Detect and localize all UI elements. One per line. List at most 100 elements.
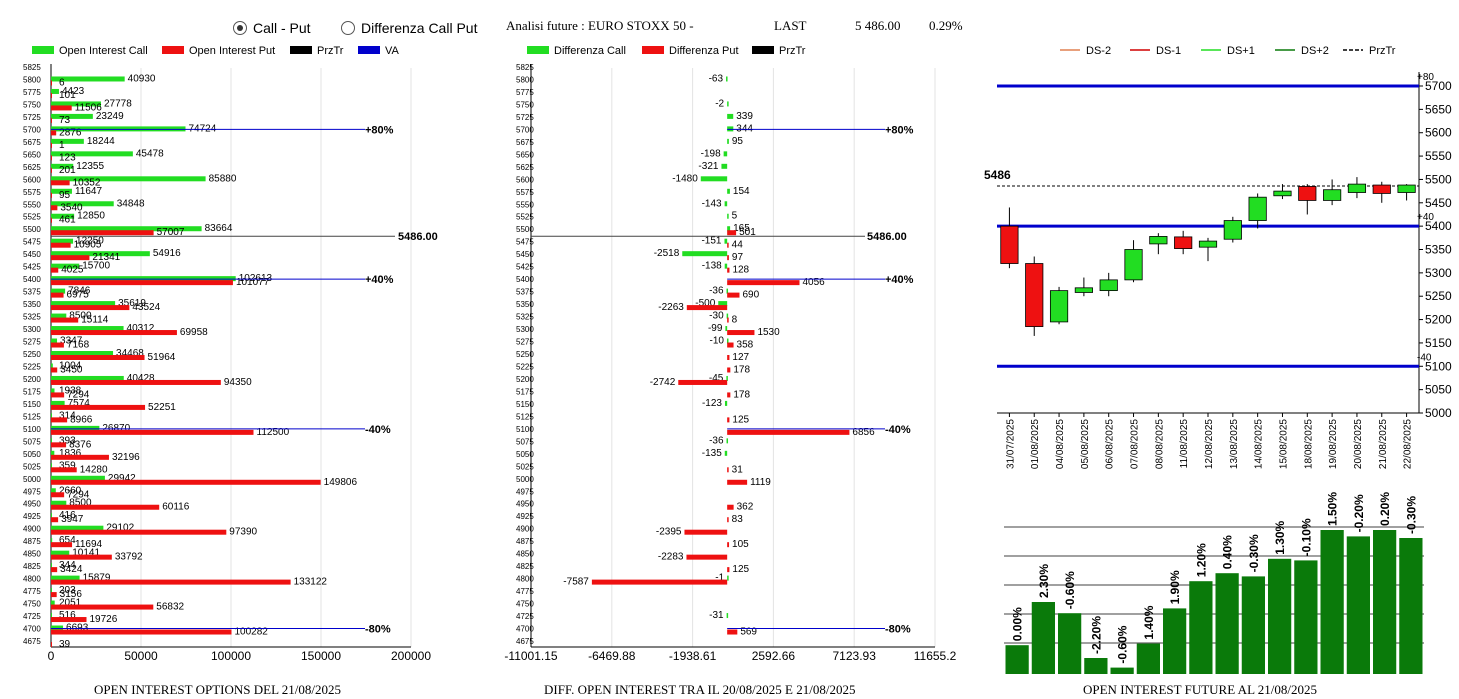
put-bar <box>51 142 52 148</box>
x-tick-label: -6469.88 <box>588 649 636 663</box>
legend-label: Differenza Put <box>669 45 739 57</box>
call-bar <box>51 488 56 494</box>
y-tick-label: 5050 <box>1425 383 1452 397</box>
bar-value-label: 133122 <box>294 577 328 588</box>
strike-label: 4800 <box>23 575 41 584</box>
put-bar <box>51 155 52 161</box>
diff-put-bar <box>727 230 737 236</box>
diff-put-bar <box>727 417 730 423</box>
radio-call-put-indicator[interactable] <box>233 21 247 35</box>
put-bar <box>51 167 52 173</box>
bar-value-label: -1 <box>715 573 724 584</box>
strike-label: 4775 <box>23 587 41 596</box>
band-label: +80% <box>365 124 394 136</box>
strike-label: 4925 <box>23 512 41 521</box>
call-bar <box>51 513 52 519</box>
strike-label: 5450 <box>23 250 41 259</box>
candle-up <box>1397 184 1416 193</box>
change-bar <box>1373 530 1397 674</box>
bar-value-label: 57007 <box>157 227 185 238</box>
diff-put-bar <box>678 379 728 385</box>
band-label: +80% <box>885 124 914 136</box>
radio-call-put-label: Call - Put <box>253 20 311 36</box>
legend-label: PrzTr <box>1369 45 1396 57</box>
strike-label: 4850 <box>23 550 41 559</box>
strike-label: 5175 <box>23 387 41 396</box>
bar-value-label: 8 <box>732 315 738 326</box>
strike-label: 5750 <box>23 100 41 109</box>
bar-value-label: 1 <box>59 140 65 151</box>
strike-label: 4700 <box>23 625 41 634</box>
strike-label: 4700 <box>516 625 534 634</box>
put-bar <box>51 629 232 635</box>
diff-put-bar <box>727 255 729 261</box>
call-bar <box>51 363 53 369</box>
bar-value-label: 4025 <box>61 265 84 276</box>
put-bar <box>51 242 71 248</box>
date-label: 01/08/2025 <box>1030 419 1041 469</box>
diff-call-bar <box>727 126 734 132</box>
header-last-label: LAST <box>774 18 807 33</box>
header-title: Analisi future : EURO STOXX 50 - <box>506 18 694 33</box>
radio-differenza-indicator[interactable] <box>341 21 355 35</box>
strike-label: 5825 <box>516 63 534 72</box>
change-label: 1.20% <box>1194 543 1208 577</box>
bar-value-label: 690 <box>742 290 759 301</box>
date-label: 06/08/2025 <box>1105 419 1116 469</box>
strike-label: 5425 <box>516 263 534 272</box>
date-label: 18/08/2025 <box>1303 419 1314 469</box>
legend-swatch <box>642 46 664 54</box>
strike-label: 5550 <box>23 200 41 209</box>
bar-value-label: 362 <box>737 502 754 513</box>
differenza-radio[interactable]: Differenza Call Put <box>341 20 477 36</box>
put-bar <box>51 292 64 298</box>
bar-value-label: 2051 <box>59 598 82 609</box>
bar-value-label: 393 <box>59 435 76 446</box>
diff-call-bar <box>724 263 728 269</box>
bar-value-label: 14280 <box>80 464 108 475</box>
diff-call-bar <box>724 400 728 406</box>
bar-value-label: -36 <box>709 286 724 297</box>
bar-value-label: 15114 <box>81 315 109 326</box>
bar-value-label: 501 <box>739 227 756 238</box>
bar-value-label: -36 <box>709 435 724 446</box>
bar-value-label: 125 <box>732 414 749 425</box>
diff-call-bar <box>727 575 729 581</box>
strike-label: 4675 <box>23 637 41 646</box>
bar-value-label: 7574 <box>68 398 91 409</box>
change-label: -0.30% <box>1247 534 1261 572</box>
bar-value-label: 11506 <box>75 102 103 113</box>
bar-value-label: 29102 <box>106 523 134 534</box>
bar-value-label: 339 <box>736 111 753 122</box>
put-bar <box>51 404 146 410</box>
y-tick-label: 5400 <box>1425 219 1452 233</box>
diff-call-bar <box>682 251 728 257</box>
legend-label: PrzTr <box>779 45 806 57</box>
bar-value-label: 97 <box>732 252 744 263</box>
bar-value-label: 11647 <box>75 186 103 197</box>
put-bar <box>51 554 112 560</box>
bar-value-label: 125 <box>732 564 749 575</box>
change-bar <box>1031 602 1055 674</box>
put-bar <box>51 604 154 610</box>
diff-call-bar <box>727 188 730 194</box>
strike-label: 5375 <box>23 288 41 297</box>
bar-value-label: 5 <box>732 211 738 222</box>
diff-call-bar <box>727 213 729 219</box>
bar-value-label: 1836 <box>59 448 82 459</box>
put-bar <box>51 317 79 323</box>
diff-call-bar <box>718 301 728 307</box>
strike-label: 5425 <box>23 263 41 272</box>
call-put-radio[interactable]: Call - Put <box>233 20 311 36</box>
bar-value-label: 74724 <box>189 123 217 134</box>
strike-label: 5475 <box>516 238 534 247</box>
call-bar <box>51 288 66 294</box>
change-label: -0.60% <box>1116 625 1130 663</box>
diff-call-bar <box>724 201 728 207</box>
legend-swatch <box>162 46 184 54</box>
strike-label: 5125 <box>23 412 41 421</box>
bar-value-label: 97390 <box>229 527 257 538</box>
change-label: -0.60% <box>1063 571 1077 609</box>
put-bar <box>51 130 57 136</box>
x-tick-label: 0 <box>48 649 55 663</box>
